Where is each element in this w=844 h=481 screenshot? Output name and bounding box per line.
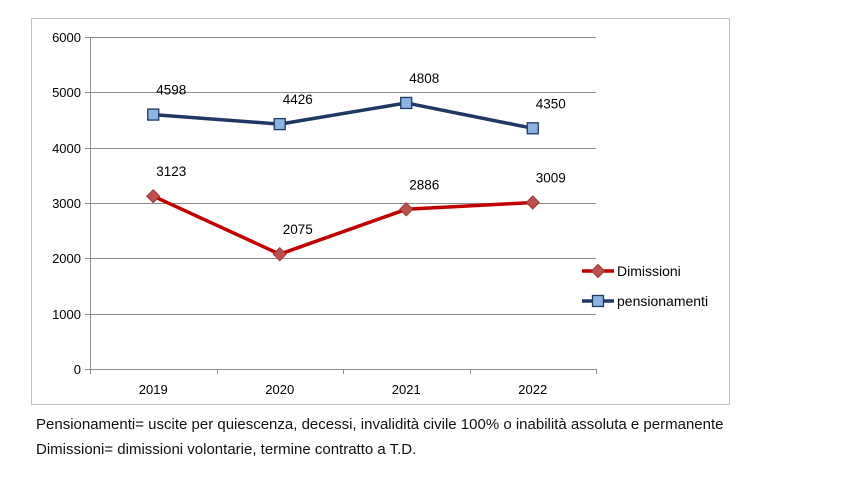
axes: 0 1000 2000 3000 4000 5000 6000 2019 2020 2021 202… xyxy=(52,30,597,397)
data-label-dimissioni: 2886 xyxy=(409,177,439,192)
data-label-dimissioni: 3123 xyxy=(156,164,186,179)
y-tick-label: 2000 xyxy=(52,251,81,266)
series-line-dimissioni xyxy=(152,194,533,256)
data-point-pensionamenti xyxy=(273,117,286,131)
chart-border xyxy=(31,18,730,405)
footnote-pensionamenti: Pensionamenti= uscite per quiescenza, de… xyxy=(36,416,724,433)
y-tick-label: 0 xyxy=(74,362,81,377)
y-tick-label: 1000 xyxy=(52,307,81,322)
data-point-dimissioni xyxy=(272,246,287,262)
data-label-pensionamenti: 4350 xyxy=(536,96,566,111)
legend-label-pensionamenti: pensionamenti xyxy=(617,293,708,309)
legend-marker-dimissioni xyxy=(590,263,606,279)
x-tick-label: 2021 xyxy=(392,382,421,397)
data-label-dimissioni: 2075 xyxy=(283,222,313,237)
x-tick-label: 2019 xyxy=(139,382,168,397)
footnote-dimissioni: Dimissioni= dimissioni volontarie, termi… xyxy=(36,441,417,458)
data-point-dimissioni xyxy=(525,195,540,210)
y-tick-label: 3000 xyxy=(52,196,81,211)
data-point-dimissioni xyxy=(399,202,414,217)
data-point-pensionamenti xyxy=(400,96,413,110)
data-label-pensionamenti: 4426 xyxy=(283,92,313,107)
series-lines xyxy=(146,96,540,262)
data-label-dimissioni: 3009 xyxy=(536,171,566,186)
gridlines xyxy=(90,37,596,315)
y-tick-label: 5000 xyxy=(52,85,81,100)
data-label-pensionamenti: 4808 xyxy=(409,71,439,86)
x-tick-label: 2022 xyxy=(518,382,547,397)
y-tick-label: 6000 xyxy=(52,30,81,45)
data-point-pensionamenti xyxy=(147,108,160,121)
x-tick-label: 2020 xyxy=(265,382,294,397)
series-line-pensionamenti xyxy=(153,101,534,131)
data-labels: 3123 2075 2886 3009 4598 4426 4808 4350 xyxy=(156,71,566,237)
data-point-dimissioni xyxy=(146,188,161,204)
data-label-pensionamenti: 4598 xyxy=(156,83,186,98)
legend: Dimissioni pensionamenti xyxy=(582,263,708,309)
legend-marker-pensionamenti xyxy=(591,294,605,308)
y-tick-label: 4000 xyxy=(52,141,81,156)
legend-label-dimissioni: Dimissioni xyxy=(617,263,681,279)
data-point-pensionamenti xyxy=(526,122,539,135)
chart: 0 1000 2000 3000 4000 5000 6000 2019 2020 2021 202… xyxy=(31,18,730,405)
